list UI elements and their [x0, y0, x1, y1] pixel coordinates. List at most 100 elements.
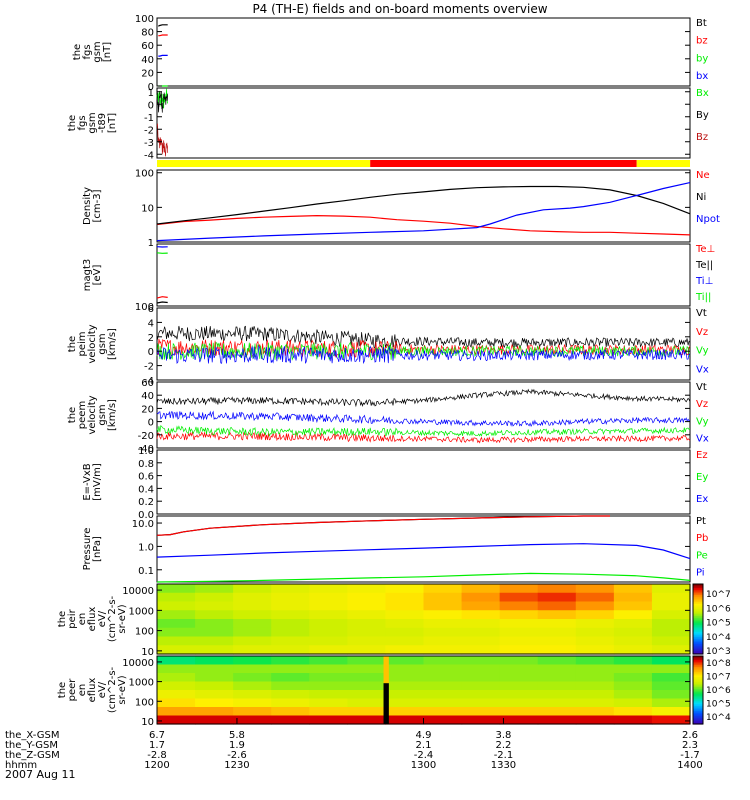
- spectrogram-cell: [157, 664, 196, 674]
- series-line-Vy: [156, 425, 691, 437]
- y-axis-label-line: peem: [77, 401, 88, 429]
- colorbar: 10^3 10^4 10^5 10^6 10^7: [692, 583, 731, 657]
- colorbar-step: [693, 690, 703, 693]
- spectrogram-cell: [575, 681, 615, 691]
- spectrogram-cell: [157, 656, 196, 666]
- spectrogram-cell: [423, 681, 463, 691]
- x-row-value: -2.4: [414, 750, 434, 761]
- series-line-Vx: [156, 344, 691, 365]
- spectrogram-cell: [613, 592, 653, 603]
- y-axis-label-line: [nPa]: [92, 536, 103, 562]
- spectrogram-cell: [575, 673, 615, 683]
- legend-Ne: Ne: [696, 170, 710, 181]
- spectrogram-cell: [423, 584, 463, 594]
- x-row-label: hhmm: [5, 760, 37, 771]
- series-line-By: [156, 88, 169, 113]
- spectrogram-cell: [347, 664, 387, 674]
- y-axis-label-line: [nT]: [107, 113, 118, 133]
- spectrogram-cell: [423, 707, 463, 717]
- colorbar-step: [693, 650, 703, 653]
- spectrogram-cell: [309, 636, 348, 646]
- spectrogram-cell: [271, 673, 310, 683]
- series-line-Ne: [156, 214, 691, 236]
- spectrogram-cell: [385, 636, 425, 646]
- colorbar-step: [693, 591, 703, 594]
- colorbar-step: [693, 715, 703, 718]
- spectrogram-cell: [461, 664, 501, 674]
- spectrogram-cell: [271, 592, 310, 603]
- colorbar-step: [693, 652, 703, 655]
- series-line-Pt: [156, 515, 610, 536]
- spectrogram-cell: [309, 645, 348, 655]
- colorbar-step: [693, 688, 703, 691]
- colorbar-tick-label: 10^3: [706, 647, 731, 657]
- spectrogram-cell: [499, 636, 539, 646]
- panel-frame: [156, 449, 691, 515]
- colorbar-step: [693, 584, 703, 587]
- colorbar-step: [693, 606, 703, 610]
- y-tick-label: 4: [148, 318, 154, 329]
- y-tick-label: 10.0: [132, 519, 154, 530]
- colorbar-step: [693, 656, 703, 659]
- colorbar-tick-label: 10^5: [706, 700, 731, 710]
- spectrogram-cell: [499, 698, 539, 708]
- y-tick-label: -3: [144, 138, 154, 149]
- spectrogram-cell: [157, 592, 196, 603]
- spectrogram-cell: [347, 636, 387, 646]
- colorbar-step: [693, 713, 703, 717]
- spectrogram-cell: [575, 601, 615, 611]
- panel-frame: [156, 169, 691, 243]
- series-line-Pe: [156, 572, 691, 583]
- spectrogram-cell: [537, 656, 577, 666]
- spectrogram-cell: [347, 707, 387, 717]
- spectrogram-cell: [309, 601, 348, 611]
- spectrogram-cell: [423, 698, 463, 708]
- colorbar-step: [693, 587, 703, 590]
- x-row-value: 1.9: [229, 740, 245, 751]
- panel-fgs: 0 20 40 60 80 100 the fgs gsm [nT] Bt bz by bx: [72, 14, 708, 93]
- colorbar-step: [693, 666, 703, 669]
- colorbar-step: [693, 645, 703, 648]
- panel-frame: [156, 307, 691, 381]
- legend-Vt: Vt: [696, 382, 707, 393]
- spectrogram-cell: [309, 592, 348, 603]
- series-line-Vx: [156, 410, 691, 427]
- colorbar-step: [693, 674, 703, 677]
- spectrogram-cell: [347, 601, 387, 611]
- spectrogram-cell: [309, 656, 348, 666]
- colorbar-step: [693, 718, 703, 722]
- spectrogram-cell: [195, 619, 234, 629]
- x-row-value: 2.2: [495, 740, 511, 751]
- spectrogram-cell: [385, 673, 425, 683]
- panel-e-vxb: 0.0 0.2 0.40.6 0.8 1.0 E=-VxB [mV/m] Ez Ey Ex: [82, 446, 708, 521]
- date-label: 2007 Aug 11: [5, 768, 75, 781]
- spectrogram-cell: [271, 664, 310, 674]
- spectrogram-cell: [157, 584, 196, 594]
- colorbar-tick-label: 10^4: [706, 713, 731, 723]
- spectrogram-cell: [309, 715, 348, 725]
- series-line-bz: [158, 34, 168, 37]
- spectrogram-cell: [233, 656, 272, 666]
- colorbar-step: [693, 647, 703, 650]
- panel-frame: [156, 381, 691, 449]
- spectrogram-cell: [385, 584, 425, 594]
- y-tick-label: 20: [141, 404, 154, 415]
- spectrogram-cell: [347, 584, 387, 594]
- x-row-value: 2.1: [416, 740, 432, 751]
- spectrogram-cell: [385, 715, 425, 725]
- spectrogram-cell: [309, 698, 348, 708]
- spectrogram-cell: [385, 627, 425, 638]
- y-axis-label-line: fgs: [77, 115, 88, 130]
- panel-frame: [156, 515, 691, 583]
- spectrogram-cell: [423, 601, 463, 611]
- x-row-value: 4.9: [416, 730, 432, 741]
- y-tick-label: 20: [141, 68, 154, 79]
- spectrogram-cell: [461, 584, 501, 594]
- spectrogram-cell: [385, 690, 425, 700]
- x-row-value: 1230: [224, 760, 249, 771]
- spectrogram-cell: [385, 601, 425, 611]
- spectrogram-cell: [233, 664, 272, 674]
- legend-Bz: Bz: [696, 132, 708, 143]
- spectrogram-cell: [499, 584, 539, 594]
- y-tick-label: 1000: [129, 606, 154, 617]
